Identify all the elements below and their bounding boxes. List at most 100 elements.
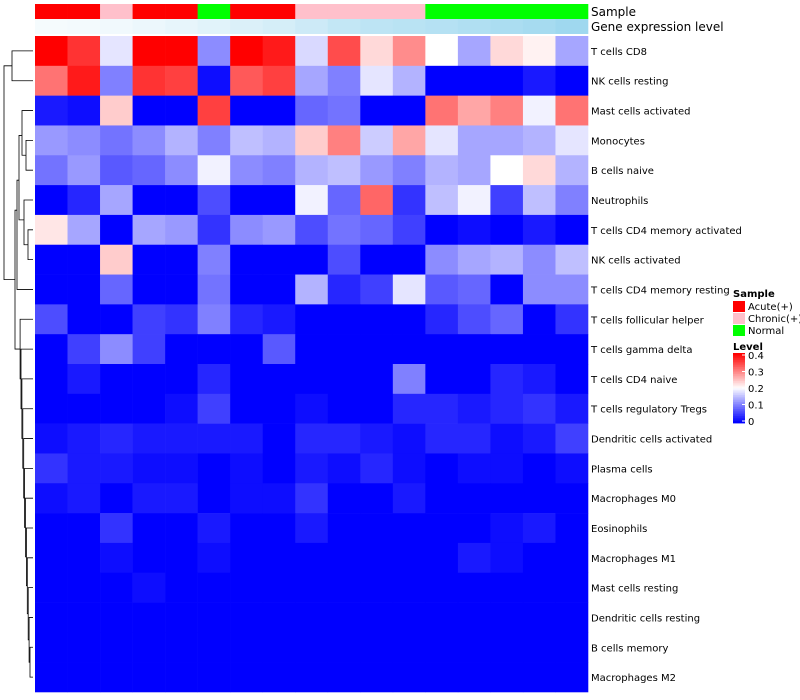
heatmap-cell: [197, 214, 231, 246]
sample-annotation-cell: [262, 4, 296, 19]
heatmap-cell: [132, 36, 166, 67]
level-colorbar-segment: [733, 358, 745, 361]
gene-expression-annotation-cell: [392, 19, 426, 34]
heatmap-cell: [165, 334, 198, 365]
heatmap-cell: [327, 423, 361, 454]
heatmap-cell: [425, 393, 459, 424]
heatmap-cell: [197, 95, 231, 126]
heatmap-cell: [35, 483, 68, 514]
heatmap-cell: [392, 572, 426, 603]
sample-annotation-cell: [100, 4, 133, 19]
heatmap-cell: [100, 304, 133, 335]
heatmap-cell: [35, 185, 68, 216]
heatmap-cell: [457, 185, 491, 216]
heatmap-cell: [100, 155, 133, 186]
heatmap-cell: [555, 572, 589, 603]
heatmap-cell: [295, 36, 329, 67]
heatmap-cell: [522, 155, 556, 186]
heatmap-cell: [490, 304, 524, 335]
heatmap-cell: [230, 304, 264, 335]
heatmap-cell: [230, 393, 264, 424]
heatmap-cells: [35, 36, 589, 693]
heatmap-cell: [230, 662, 264, 693]
heatmap-cell: [230, 214, 264, 246]
sample-track-label: Sample: [591, 5, 636, 19]
heatmap-cell: [262, 364, 296, 395]
heatmap-cell: [295, 334, 329, 365]
heatmap-cell: [490, 65, 524, 96]
heatmap-cell: [522, 364, 556, 395]
heatmap-cell: [100, 185, 133, 216]
heatmap-cell: [555, 244, 589, 275]
level-colorbar-segment: [733, 410, 745, 413]
heatmap-cell: [392, 364, 426, 395]
heatmap-cell: [230, 632, 264, 663]
heatmap-cell: [100, 36, 133, 67]
heatmap-cell: [197, 662, 231, 693]
heatmap-cell: [100, 393, 133, 424]
level-colorbar-segment: [733, 368, 745, 371]
heatmap-cell: [457, 453, 491, 484]
heatmap-cell: [230, 65, 264, 96]
row-label: Eosinophils: [591, 524, 647, 535]
heatmap-cell: [360, 513, 394, 544]
gene-expression-annotation-cell: [67, 19, 101, 34]
level-colorbar-segment: [733, 379, 745, 382]
row-label: T cells regulatory Tregs: [590, 405, 707, 416]
row-label: B cells memory: [591, 643, 668, 654]
heatmap-cell: [197, 155, 231, 186]
heatmap-cell: [522, 65, 556, 96]
heatmap-cell: [35, 423, 68, 454]
heatmap-cell: [360, 304, 394, 335]
level-colorbar-segment: [733, 421, 745, 424]
gene-expression-annotation-cell: [35, 19, 68, 34]
sample-annotation-cell: [295, 4, 329, 19]
row-label: T cells CD8: [590, 47, 647, 58]
heatmap-cell: [555, 483, 589, 514]
heatmap-cell: [490, 423, 524, 454]
heatmap-cell: [522, 513, 556, 544]
sample-annotation-cell: [230, 4, 264, 19]
sample-annotation-cell: [35, 4, 68, 19]
heatmap-cell: [262, 572, 296, 603]
heatmap-cell: [67, 602, 101, 633]
heatmap-cell: [165, 214, 198, 246]
gene-expression-annotation-cell: [457, 19, 491, 34]
heatmap-cell: [35, 95, 68, 126]
heatmap-cell: [35, 453, 68, 484]
heatmap-cell: [165, 572, 198, 603]
heatmap-cell: [392, 95, 426, 126]
heatmap-cell: [262, 36, 296, 67]
heatmap-cell: [425, 453, 459, 484]
heatmap-cell: [197, 483, 231, 514]
heatmap-cell: [425, 214, 459, 246]
heatmap-cell: [490, 155, 524, 186]
heatmap-cell: [425, 602, 459, 633]
level-colorbar-segment: [733, 412, 745, 415]
heatmap-cell: [360, 334, 394, 365]
heatmap-cell: [35, 393, 68, 424]
heatmap-cell: [555, 185, 589, 216]
heatmap-cell: [100, 483, 133, 514]
heatmap-cell: [425, 65, 459, 96]
heatmap-cell: [100, 513, 133, 544]
heatmap-cell: [295, 483, 329, 514]
heatmap-cell: [262, 632, 296, 663]
heatmap-cell: [67, 185, 101, 216]
heatmap-cell: [425, 155, 459, 186]
heatmap-cell: [327, 65, 361, 96]
heatmap-cell: [132, 393, 166, 424]
heatmap-cell: [327, 602, 361, 633]
heatmap-cell: [165, 542, 198, 574]
row-dendrogram: [3, 50, 33, 678]
row-label: B cells naive: [591, 166, 654, 177]
heatmap-cell: [295, 304, 329, 335]
heatmap-cell: [522, 304, 556, 335]
heatmap-cell: [100, 274, 133, 305]
heatmap-cell: [360, 572, 394, 603]
heatmap-cell: [295, 632, 329, 663]
sample-legend-swatch: [733, 325, 745, 336]
heatmap-cell: [165, 513, 198, 544]
heatmap-cell: [392, 125, 426, 156]
heatmap-cell: [230, 244, 264, 275]
